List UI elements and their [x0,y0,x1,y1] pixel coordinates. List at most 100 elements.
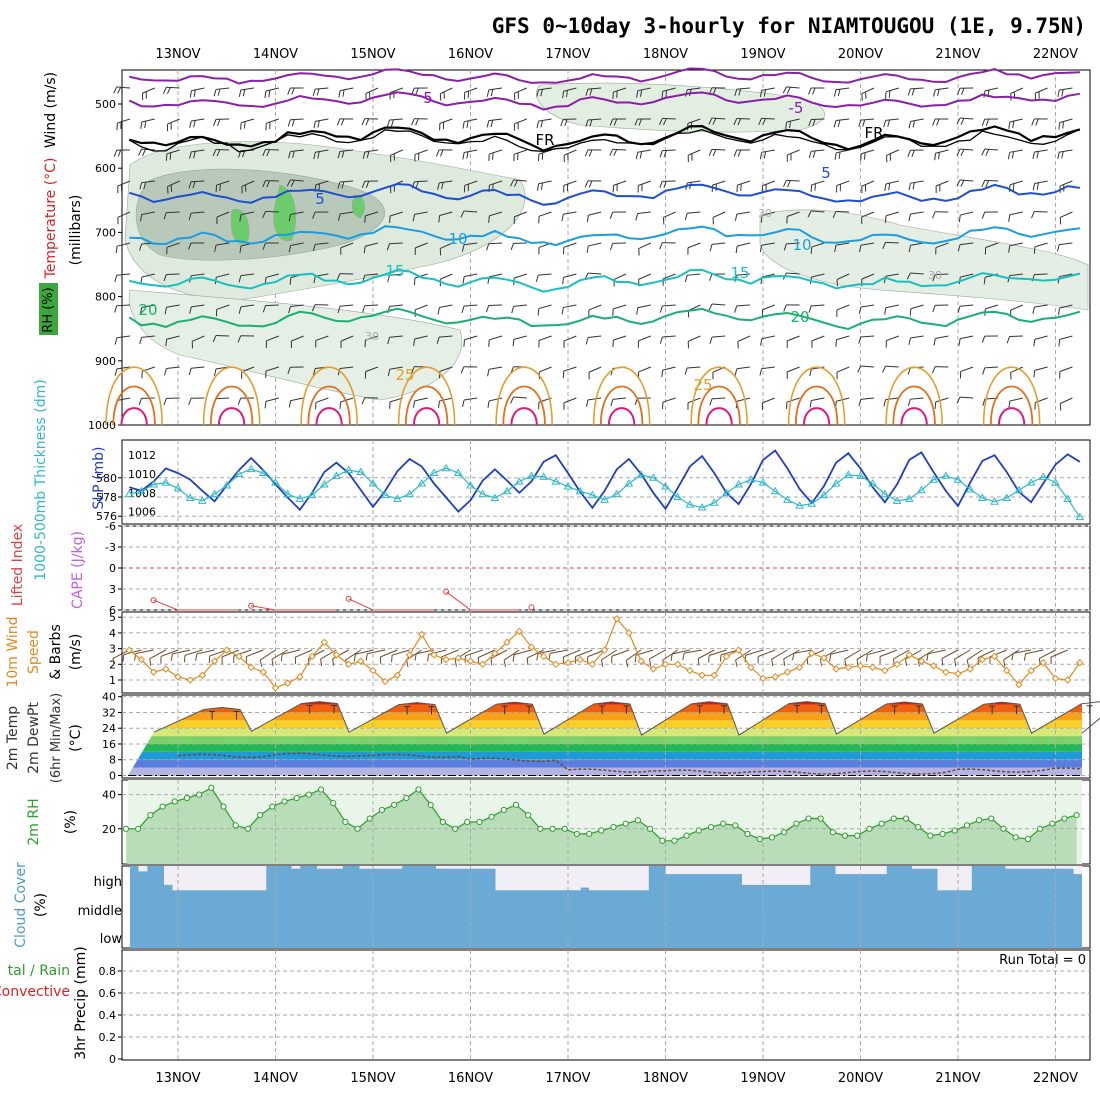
y-tick-label: 1000 [88,419,116,432]
temp2m-frame [121,694,1091,779]
chart-title: GFS 0~10day 3-hourly for NIAMTOUGOU (1E,… [492,14,1086,38]
wind-barb-flag [909,308,912,316]
date-labels-top: 13NOV 14NOV 15NOV 16NOV 17NOV 18NOV 19NOV 20NOV… [155,47,1078,62]
wind-barb-flag [960,180,965,187]
wind-barb-flag [337,181,341,189]
date-label-top: 16NOV [448,47,493,62]
date-label-top: 17NOV [545,47,590,62]
cloud-clear-bar [580,866,590,888]
wind-barb-flag [535,274,539,282]
wind-barb-flag [193,89,196,97]
rh-point [512,801,520,808]
y-tick-label: 800 [95,291,116,304]
rh-point [378,806,386,814]
wind-barb-flag [782,86,787,94]
thickness-point [405,489,414,498]
wind-barb [1039,649,1056,659]
date-label-top: 14NOV [253,47,298,62]
y-tick-label: 580 [96,472,117,485]
wind-barb [1025,649,1044,655]
wind-barb [984,87,999,92]
wind-barb [1013,649,1032,654]
wind-barb [687,366,701,369]
wind-barb-flag [907,399,911,407]
wind-barb-flag [961,87,965,95]
date-label-bottom: 15NOV [350,1071,395,1086]
lifted-index-point [345,595,352,602]
wind-barb [282,649,300,655]
wind-barb-flag [312,211,316,219]
wind-barb-flag [834,152,837,160]
slp-axis-label: SLP (mb) [91,446,107,509]
wind-barb [563,397,577,404]
wind-barb [315,87,329,90]
upper-air-panel: 500 600 700 800 900 1000 5 -5 FR FR 5 5 10 10 15 15 20 20… [39,67,1091,432]
wind10-barbs-label: & Barbs [48,624,64,680]
wind-barb-flag [287,367,291,374]
rh-point [988,815,995,822]
wind-barb [1034,304,1048,308]
wind-barb [786,242,800,245]
wind-barb-flag [486,243,490,251]
wind-barb [1009,397,1023,402]
wind-barb [1059,118,1073,124]
wind-barb-flag [635,213,639,221]
wind-barb-flag [271,659,274,667]
wind-barb [463,210,478,213]
wind-barb [684,649,703,654]
wind-barb-flag [365,181,370,188]
contour-label: FR [864,124,883,142]
wind-barb [1034,273,1048,276]
wind-barb-flag [787,180,791,188]
wind-barb [191,149,205,153]
wind-barb [960,211,974,216]
wind-barb [514,211,527,218]
wind-barb [116,304,131,307]
wind-speed-point [162,665,170,673]
wind-barb-flag [763,89,767,97]
wind-barb-flag [838,151,841,159]
wind-barb [389,118,403,121]
wind-barb [662,366,676,371]
wind-barb-flag [537,308,540,316]
isotherm-contour [697,385,741,426]
wind-speed-point [905,651,913,659]
wind-barb-flag [906,272,911,280]
cloud-clear-bar [223,866,233,891]
cloud-clear-bar [546,866,556,891]
wind-barb [867,649,886,656]
isotherm-contour [129,182,1081,206]
wind-barb [389,273,403,276]
wind-barb-flag [866,654,868,662]
wind-speed-point [710,671,718,679]
wind-barb [196,649,215,655]
wind-barb [365,211,379,217]
wind-barb [662,149,676,152]
rh-point [634,817,641,824]
wind-barb [365,87,379,94]
thickness-point [917,485,926,494]
cloud-clear-bar [716,866,726,875]
wind-barb [380,649,398,658]
wind-barb [893,649,910,660]
wind-barb [762,180,775,187]
wind-barb [638,273,652,280]
wind-barb-flag [934,153,937,161]
wind-barb [265,397,279,402]
wind-barb [736,304,751,307]
wind-barb-flag [981,180,986,188]
wind-barb [538,180,552,185]
wind-barb-flag [353,654,356,662]
wind-barb-flag [585,88,589,96]
wind-speed-point [125,646,133,654]
wind-barb [439,118,453,124]
contour-label: FR [535,131,554,149]
wind-barb-flag [362,151,366,159]
wind-barb [478,649,496,658]
wind-barb-flag [536,183,540,191]
wind-barb [116,273,131,276]
wind-barb [191,87,205,92]
wind-barb-flag [708,273,713,281]
wind-barb-flag [438,215,441,223]
contour-label: 5 [423,89,433,107]
